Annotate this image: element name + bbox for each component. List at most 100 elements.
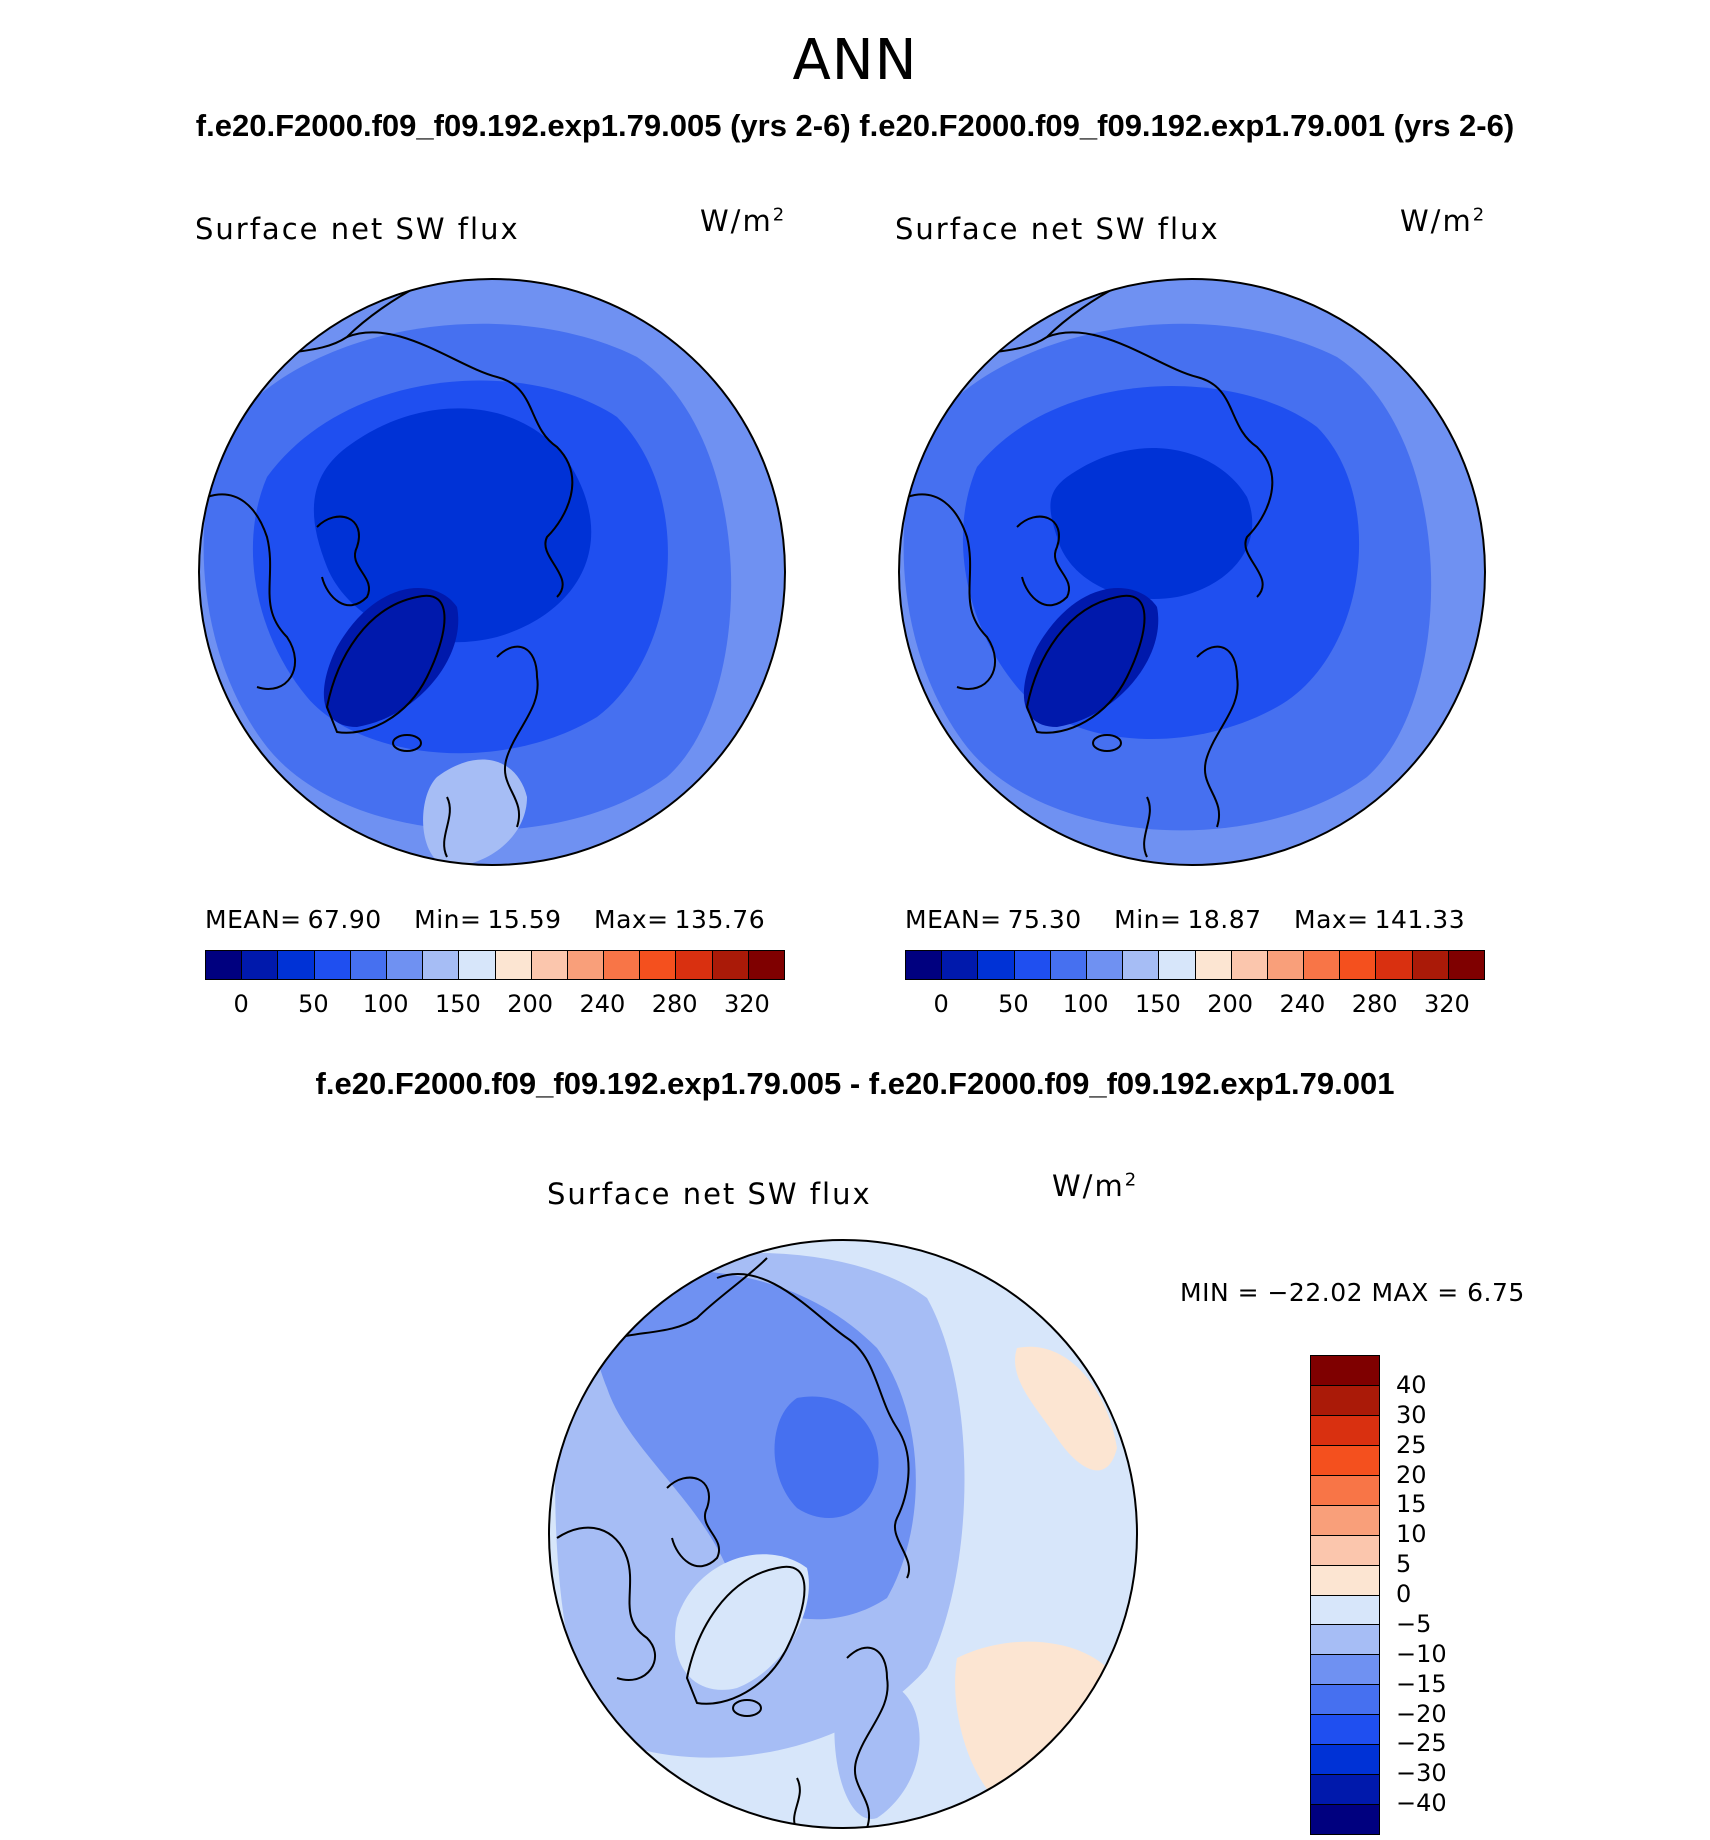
panel1-coast-siberia bbox=[346, 331, 574, 598]
panel2-colorbar-swatch bbox=[1412, 951, 1449, 979]
panel2-colorbar-tick-label: 280 bbox=[1351, 990, 1398, 1018]
panel2-colorbar-swatch bbox=[1267, 951, 1305, 979]
panel2-colorbar-swatch bbox=[978, 951, 1015, 979]
diff-coast-scandinavia bbox=[846, 1646, 889, 1828]
diff-colorbar-swatch bbox=[1311, 1595, 1379, 1626]
diff-colorbar-tick-label: −15 bbox=[1396, 1669, 1447, 1698]
panel1-colorbar-swatch bbox=[531, 951, 568, 979]
diff-colorbar-tick-label: −5 bbox=[1396, 1609, 1432, 1638]
panel1-title: Surface net SW flux bbox=[195, 212, 520, 246]
panel1-colorbar-tick-label: 50 bbox=[298, 990, 329, 1018]
panel1-colorbar-swatch bbox=[495, 951, 532, 979]
diff-colorbar-swatch bbox=[1311, 1475, 1379, 1506]
diff-positive-northeast bbox=[1015, 1346, 1117, 1471]
panel1-colorbar-swatch bbox=[278, 951, 315, 979]
panel2-colorbar-swatch bbox=[906, 951, 943, 979]
diff-colorbar-swatch bbox=[1311, 1356, 1379, 1386]
panel1-coast-archipelago bbox=[316, 515, 370, 607]
panel1-coast-canada bbox=[206, 493, 297, 690]
panel1-colorbar-tick-label: 150 bbox=[434, 990, 481, 1018]
diff-colorbar-tick-label: 0 bbox=[1396, 1580, 1412, 1608]
diff-colorbar-swatch bbox=[1311, 1625, 1379, 1656]
panel1-stats: MEAN= 67.90 Min= 15.59 Max= 135.76 bbox=[205, 905, 766, 934]
case-names-title: f.e20.F2000.f09_f09.192.exp1.79.005 (yrs… bbox=[195, 108, 1515, 143]
panel2-colorbar-swatch bbox=[1448, 951, 1484, 979]
panel2-colorbar-tick-label: 100 bbox=[1062, 990, 1109, 1018]
diff-colorbar-swatch bbox=[1311, 1535, 1379, 1566]
panel2-field-core bbox=[1050, 448, 1253, 599]
panel1-colorbar-swatch bbox=[206, 951, 243, 979]
panel1-colorbar-tick-label: 320 bbox=[723, 990, 770, 1018]
diff-colorbar-swatch bbox=[1311, 1805, 1379, 1834]
panel1-colorbar-swatch bbox=[314, 951, 351, 979]
panel2-colorbar-tick-label: 150 bbox=[1134, 990, 1181, 1018]
panel2-coast-siberia bbox=[1046, 331, 1274, 598]
diff-colorbar-tick-label: −20 bbox=[1396, 1699, 1447, 1728]
panel1-colorbar-tick-label: 200 bbox=[507, 990, 554, 1018]
diff-colorbar-swatch bbox=[1311, 1415, 1379, 1446]
panel2-colorbar bbox=[905, 950, 1485, 980]
panel2-colorbar-tick-label: 320 bbox=[1423, 990, 1470, 1018]
panel1-colorbar-swatch bbox=[567, 951, 605, 979]
panel1-colorbar-tick-label: 280 bbox=[651, 990, 698, 1018]
panel2-colorbar-tick-label: 50 bbox=[998, 990, 1029, 1018]
panel2-iceland bbox=[1092, 734, 1122, 752]
panel1-colorbar-swatch bbox=[459, 951, 496, 979]
panel1-colorbar-swatch bbox=[748, 951, 784, 979]
panel2-coast-greenland bbox=[1025, 594, 1146, 734]
diff-colorbar-swatch bbox=[1311, 1445, 1379, 1476]
panel1-field-core bbox=[313, 408, 592, 643]
panel2-colorbar-swatch bbox=[1195, 951, 1232, 979]
diff-colorbar-tick-label: 30 bbox=[1396, 1400, 1427, 1429]
diff-colorbar-swatch bbox=[1311, 1385, 1379, 1416]
season-title: ANN bbox=[792, 28, 918, 93]
panel1-colorbar-swatch bbox=[386, 951, 424, 979]
diff-colorbar-tick-label: 15 bbox=[1396, 1490, 1427, 1519]
panel1-colorbar bbox=[205, 950, 785, 980]
diff-colorbar-tick-label: 10 bbox=[1396, 1520, 1427, 1549]
panel2-greenland-field bbox=[1023, 587, 1159, 727]
diff-scandinavia-field bbox=[834, 1680, 920, 1819]
diff-colorbar bbox=[1310, 1355, 1380, 1835]
panel1-colorbar-tick-label: 240 bbox=[579, 990, 626, 1018]
panel2-coast-scandinavia bbox=[1196, 645, 1239, 828]
panel2-colorbar-swatch bbox=[1340, 951, 1377, 979]
diff-colorbar-tick-label: −40 bbox=[1396, 1789, 1447, 1818]
panel1-colorbar-swatch bbox=[676, 951, 713, 979]
diff-field-inner bbox=[592, 1270, 916, 1620]
diff-colorbar-swatch bbox=[1311, 1685, 1379, 1716]
panel2-colorbar-swatch bbox=[1086, 951, 1124, 979]
diff-coast-canada bbox=[556, 1526, 657, 1681]
diff-minmax: MIN = −22.02 MAX = 6.75 bbox=[1180, 1278, 1525, 1307]
diff-colorbar-swatch bbox=[1311, 1655, 1379, 1686]
panel1-map bbox=[198, 278, 786, 866]
panel1-colorbar-swatch bbox=[350, 951, 387, 979]
diff-greenland-field bbox=[675, 1554, 809, 1690]
panel2-colorbar-swatch bbox=[1014, 951, 1051, 979]
panel1-coast-scandinavia bbox=[496, 645, 539, 828]
panel1-colorbar-swatch bbox=[604, 951, 641, 979]
diff-colorbar-swatch bbox=[1311, 1775, 1379, 1806]
panel2-stats: MEAN= 75.30 Min= 18.87 Max= 141.33 bbox=[905, 905, 1466, 934]
panel2-map bbox=[898, 278, 1486, 866]
diff-colorbar-tick-label: 25 bbox=[1396, 1430, 1427, 1459]
diff-coast-archipelago bbox=[666, 1476, 720, 1568]
panel2-colorbar-tick-label: 0 bbox=[933, 990, 949, 1018]
panel2-colorbar-swatch bbox=[1123, 951, 1160, 979]
panel1-coast-europe bbox=[443, 796, 451, 858]
panel2-units: W/m2 bbox=[1400, 204, 1487, 238]
diff-case-title: f.e20.F2000.f09_f09.192.exp1.79.005 - f.… bbox=[315, 1066, 1395, 1101]
panel1-colorbar-tick-label: 100 bbox=[362, 990, 409, 1018]
panel2-colorbar-swatch bbox=[1050, 951, 1087, 979]
diff-colorbar-swatch bbox=[1311, 1745, 1379, 1776]
diff-colorbar-tick-label: 5 bbox=[1396, 1550, 1412, 1579]
panel1-iceland bbox=[392, 734, 422, 752]
diff-iceland bbox=[732, 1699, 762, 1717]
diff-colorbar-swatch bbox=[1311, 1505, 1379, 1536]
panel1-greenland-field bbox=[323, 587, 459, 727]
diff-field-core bbox=[774, 1396, 879, 1518]
panel2-colorbar-tick-label: 240 bbox=[1279, 990, 1326, 1018]
panel2-coast-canada bbox=[906, 493, 997, 690]
diff-colorbar-swatch bbox=[1311, 1565, 1379, 1596]
diff-colorbar-tick-label: 40 bbox=[1396, 1370, 1427, 1399]
